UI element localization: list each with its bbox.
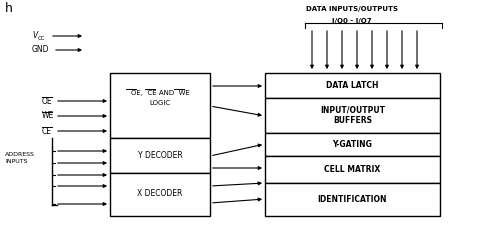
FancyBboxPatch shape <box>265 133 440 156</box>
Text: DATA INPUTS/OUTPUTS: DATA INPUTS/OUTPUTS <box>306 6 398 12</box>
Text: I/O0 - I/O7: I/O0 - I/O7 <box>332 18 372 24</box>
Text: X DECODER: X DECODER <box>137 189 183 199</box>
Text: INPUT/OUTPUT
BUFFERS: INPUT/OUTPUT BUFFERS <box>320 106 385 125</box>
FancyBboxPatch shape <box>265 98 440 133</box>
Text: CC: CC <box>38 36 46 42</box>
Text: OE,  CE AND  WE: OE, CE AND WE <box>131 90 190 96</box>
FancyBboxPatch shape <box>265 73 440 98</box>
Text: CELL MATRIX: CELL MATRIX <box>325 165 381 174</box>
Text: DATA LATCH: DATA LATCH <box>326 81 379 90</box>
Text: IDENTIFICATION: IDENTIFICATION <box>318 195 387 204</box>
Text: CE: CE <box>42 126 52 136</box>
FancyBboxPatch shape <box>265 183 440 216</box>
FancyBboxPatch shape <box>265 156 440 183</box>
Text: ADDRESS
INPUTS: ADDRESS INPUTS <box>5 153 35 164</box>
Text: Y DECODER: Y DECODER <box>137 151 182 159</box>
Text: OE: OE <box>42 96 53 106</box>
FancyBboxPatch shape <box>110 173 210 216</box>
Text: LOGIC: LOGIC <box>149 100 170 106</box>
Text: V: V <box>32 31 37 41</box>
FancyBboxPatch shape <box>110 138 210 173</box>
Text: h: h <box>5 2 13 15</box>
Text: GND: GND <box>32 46 50 55</box>
Text: WE: WE <box>42 111 54 121</box>
Text: Y-GATING: Y-GATING <box>332 140 373 149</box>
FancyBboxPatch shape <box>110 73 210 138</box>
